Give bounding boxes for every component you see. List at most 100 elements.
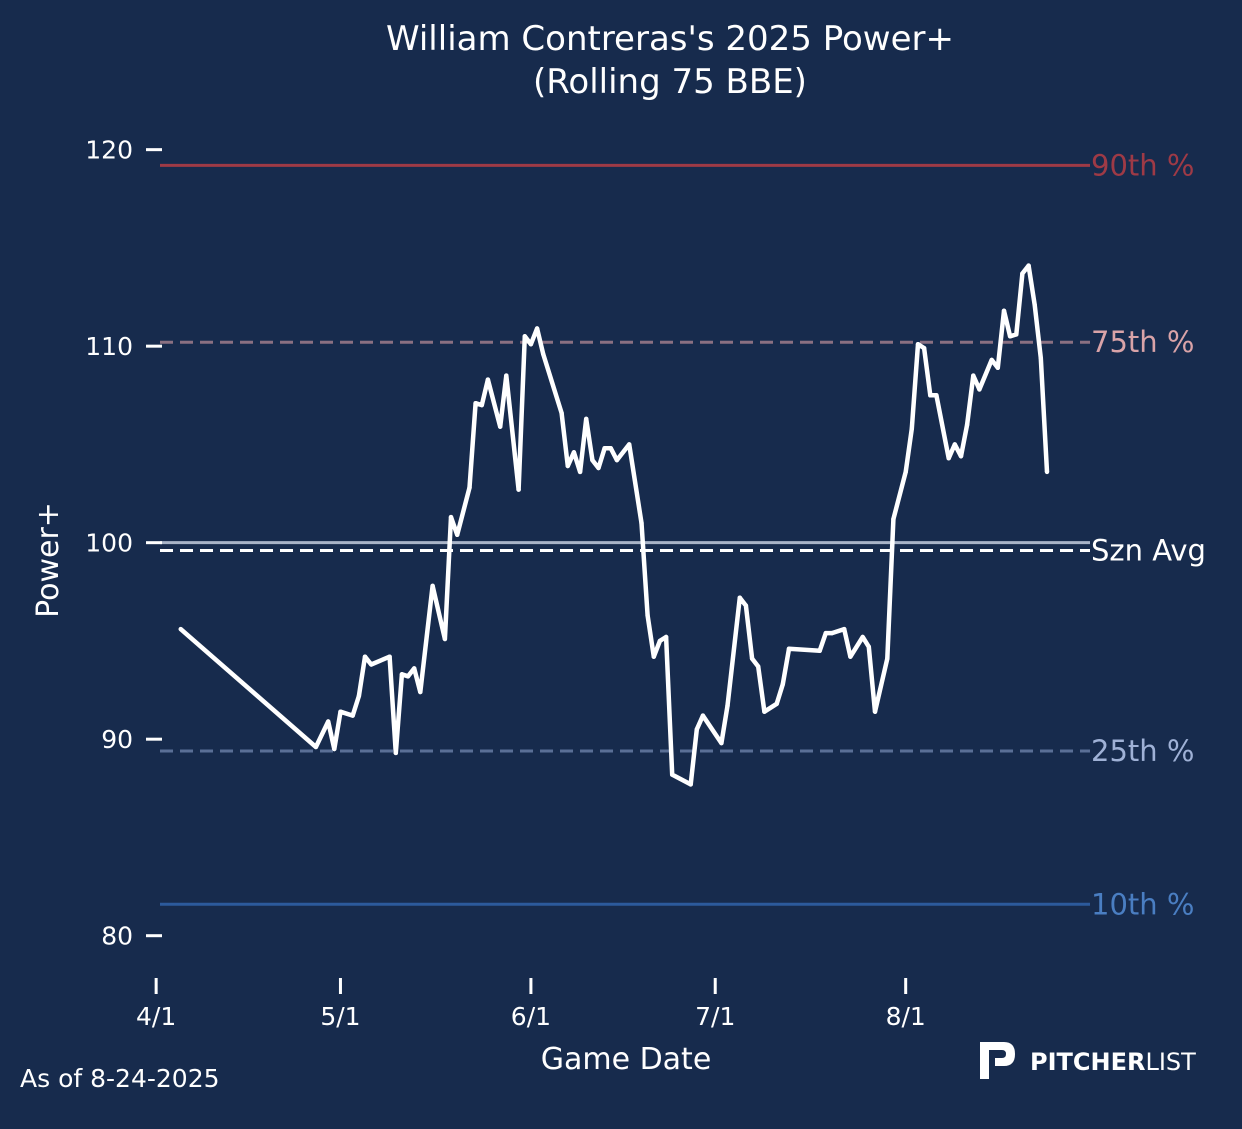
pitcherlist-p-icon bbox=[980, 1042, 1015, 1079]
data-point bbox=[946, 456, 951, 461]
data-point bbox=[534, 326, 540, 331]
data-point bbox=[541, 351, 546, 357]
data-point bbox=[934, 393, 939, 398]
data-point bbox=[1026, 263, 1031, 268]
data-point bbox=[1020, 271, 1025, 276]
y-tick-label: 120 bbox=[85, 136, 133, 165]
data-point bbox=[952, 442, 957, 447]
data-point bbox=[467, 485, 472, 490]
data-point bbox=[399, 672, 405, 677]
data-point bbox=[786, 646, 792, 651]
data-point bbox=[743, 603, 749, 608]
data-point bbox=[663, 634, 669, 640]
data-point bbox=[577, 469, 583, 475]
data-point bbox=[1032, 302, 1037, 308]
data-point bbox=[369, 662, 374, 667]
data-point bbox=[958, 454, 964, 459]
data-point bbox=[326, 719, 331, 724]
y-tick-label: 110 bbox=[85, 332, 133, 361]
y-tick-label: 100 bbox=[85, 529, 133, 558]
data-point bbox=[590, 457, 595, 463]
x-axis: 4/1 5/1 6/1 7/1 8/1 bbox=[136, 978, 926, 1031]
data-point bbox=[725, 703, 730, 708]
series bbox=[178, 263, 1050, 787]
data-point bbox=[418, 689, 423, 695]
data-point bbox=[909, 426, 914, 431]
data-point bbox=[866, 644, 871, 649]
data-point bbox=[639, 520, 644, 526]
data-point bbox=[602, 446, 607, 451]
x-tick-label: 5/1 bbox=[320, 1002, 360, 1031]
chart-subtitle: (Rolling 75 BBE) bbox=[533, 62, 807, 102]
data-point bbox=[473, 401, 478, 406]
brand-light: LIST bbox=[1145, 1048, 1196, 1076]
data-point bbox=[915, 342, 921, 347]
data-point bbox=[627, 442, 632, 447]
series-line-0 bbox=[179, 263, 1050, 787]
data-point bbox=[393, 750, 398, 756]
as-of-date: As of 8-24-2025 bbox=[20, 1064, 220, 1093]
data-point bbox=[921, 345, 927, 351]
data-point bbox=[614, 457, 620, 463]
data-point bbox=[442, 636, 448, 642]
data-point bbox=[762, 709, 767, 714]
data-point bbox=[332, 746, 337, 752]
reference-line-label: 10th % bbox=[1091, 887, 1194, 921]
data-point bbox=[817, 648, 822, 653]
data-point bbox=[356, 693, 362, 699]
data-point bbox=[823, 630, 828, 636]
x-tick-label: 7/1 bbox=[695, 1002, 735, 1031]
data-point bbox=[891, 516, 896, 522]
data-point bbox=[584, 416, 589, 422]
data-point bbox=[977, 387, 982, 392]
data-point bbox=[749, 656, 755, 661]
data-point bbox=[737, 595, 742, 600]
data-point bbox=[848, 654, 853, 659]
data-point bbox=[657, 638, 663, 644]
data-point bbox=[448, 514, 454, 520]
data-point bbox=[387, 654, 392, 659]
data-point bbox=[694, 727, 699, 732]
data-point bbox=[1014, 332, 1019, 337]
reference-lines: 90th % 75th % Szn Avg 25th % 10th % bbox=[160, 148, 1206, 921]
data-point bbox=[412, 666, 417, 671]
brand-wordmark: PITCHERLIST bbox=[1030, 1048, 1196, 1076]
data-point bbox=[651, 654, 656, 659]
x-tick-label: 8/1 bbox=[886, 1002, 926, 1031]
data-point bbox=[498, 424, 503, 429]
data-point bbox=[559, 410, 564, 416]
data-point bbox=[504, 373, 509, 378]
data-point bbox=[479, 402, 484, 408]
reference-line-label: 75th % bbox=[1091, 325, 1194, 359]
data-point bbox=[995, 365, 1000, 370]
data-point bbox=[989, 357, 994, 363]
brand-bold: PITCHER bbox=[1030, 1048, 1145, 1076]
reference-line-label: Szn Avg bbox=[1091, 534, 1206, 568]
y-tick-label: 90 bbox=[101, 725, 133, 754]
pitcherlist-logo: PITCHERLIST bbox=[980, 1042, 1196, 1079]
data-point bbox=[645, 613, 650, 618]
reference-line-label: 90th % bbox=[1091, 148, 1194, 182]
data-point bbox=[829, 630, 835, 636]
data-point bbox=[842, 626, 847, 632]
data-point bbox=[1007, 334, 1013, 339]
data-point bbox=[971, 373, 976, 378]
chart-title: William Contreras's 2025 Power+ bbox=[386, 19, 954, 59]
y-axis-label: Power+ bbox=[31, 502, 66, 618]
data-point bbox=[596, 465, 601, 471]
data-point bbox=[178, 626, 183, 632]
data-point bbox=[522, 334, 527, 339]
data-point bbox=[1044, 469, 1050, 475]
data-point bbox=[756, 664, 761, 669]
data-point bbox=[528, 342, 534, 347]
data-point bbox=[872, 709, 878, 714]
data-point bbox=[964, 422, 970, 427]
plot-area: 90th % 75th % Szn Avg 25th % 10th % 80 90 100 1… bbox=[85, 136, 1206, 1031]
reference-line-label: 25th % bbox=[1091, 734, 1194, 768]
data-point bbox=[774, 701, 779, 706]
data-point bbox=[1038, 355, 1044, 361]
y-tick-label: 80 bbox=[101, 922, 133, 951]
y-axis: 80 90 100 110 120 bbox=[85, 136, 162, 951]
x-tick-label: 4/1 bbox=[136, 1002, 176, 1031]
